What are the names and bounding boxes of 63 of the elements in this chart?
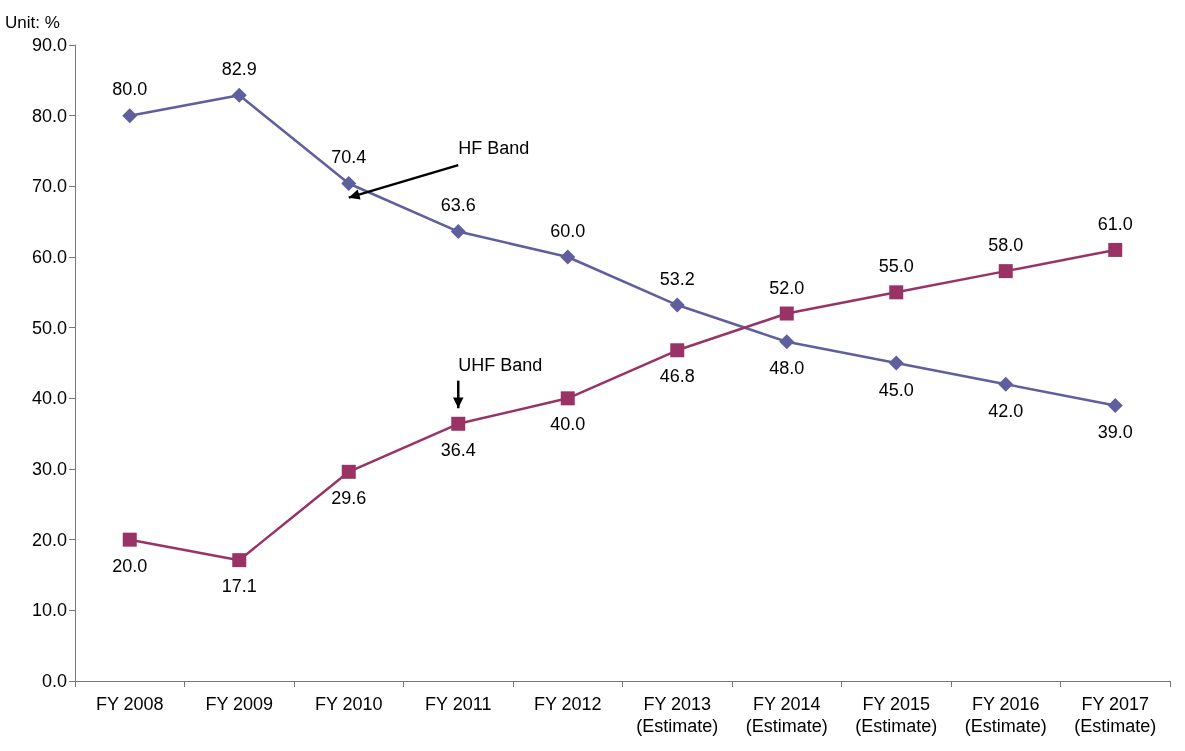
- data-label: 36.4: [440, 439, 476, 460]
- y-tick-label: 40.0: [31, 388, 67, 409]
- point: [669, 297, 685, 313]
- data-label: 52.0: [769, 277, 805, 298]
- data-label: 29.6: [331, 487, 367, 508]
- data-label: 60.0: [550, 220, 586, 241]
- x-tick-label: FY 2015 (Estimate): [855, 694, 938, 736]
- x-tick-label: FY 2011: [425, 694, 492, 714]
- point: [231, 87, 247, 103]
- data-label: 53.2: [659, 268, 695, 289]
- y-tick-label: 60.0: [31, 247, 67, 267]
- data-label: 63.6: [440, 195, 476, 216]
- x-tick-label: FY 2016 (Estimate): [964, 694, 1047, 736]
- point: [779, 306, 794, 321]
- point: [1108, 242, 1123, 257]
- text: HF Band: [458, 137, 530, 158]
- x-tick-label: FY 2014 (Estimate): [745, 694, 828, 736]
- point: [451, 416, 466, 431]
- point: [560, 249, 576, 265]
- x-tick-label: FY 2008: [95, 694, 164, 714]
- x-tick-label: FY 2017 (Estimate): [1074, 694, 1157, 736]
- point: [1107, 397, 1123, 413]
- x-tick-label: FY 2013 (Estimate): [636, 694, 719, 736]
- y-tick-label: 20.0: [31, 529, 67, 550]
- data-label: 48.0: [769, 358, 805, 379]
- point: [888, 355, 904, 371]
- data-label: 80.0: [112, 79, 148, 100]
- point: [122, 532, 137, 547]
- point: [670, 343, 685, 358]
- y-tick-label: 50.0: [31, 317, 67, 338]
- point: [889, 285, 904, 300]
- data-label: 45.0: [878, 379, 914, 400]
- data-label: 82.9: [221, 58, 257, 79]
- y-tick-label: 70.0: [31, 176, 67, 197]
- point: [998, 264, 1013, 279]
- data-label: 46.8: [659, 366, 695, 387]
- data-label: 58.0: [988, 235, 1024, 256]
- x-tick-label: FY 2012: [533, 694, 602, 714]
- data-label: 55.0: [878, 256, 914, 277]
- point: [341, 464, 356, 479]
- y-tick-label: 80.0: [31, 105, 67, 126]
- data-label: 42.0: [988, 400, 1024, 421]
- point: [998, 376, 1014, 392]
- y-axis-title: Unit: %: [5, 13, 60, 32]
- point: [450, 224, 466, 240]
- data-label: 70.4: [331, 147, 367, 168]
- data-label: 61.0: [1097, 213, 1133, 234]
- y-tick-label: 90.0: [31, 35, 67, 55]
- point: [779, 334, 795, 350]
- data-label: 17.1: [221, 576, 257, 597]
- point: [232, 553, 247, 568]
- y-tick-label: 30.0: [31, 459, 67, 479]
- point: [341, 176, 357, 192]
- point: [122, 108, 138, 124]
- x-tick-label: FY 2009: [205, 694, 274, 714]
- point: [560, 391, 575, 406]
- data-label: 39.0: [1097, 421, 1133, 442]
- series-label: UHF Band: [458, 354, 543, 375]
- data-label: 20.0: [112, 555, 148, 576]
- y-tick-label: 0.0: [41, 671, 67, 691]
- data-label: 40.0: [550, 414, 586, 435]
- y-tick-label: 10.0: [31, 600, 67, 621]
- x-tick-label: FY 2010: [314, 694, 383, 714]
